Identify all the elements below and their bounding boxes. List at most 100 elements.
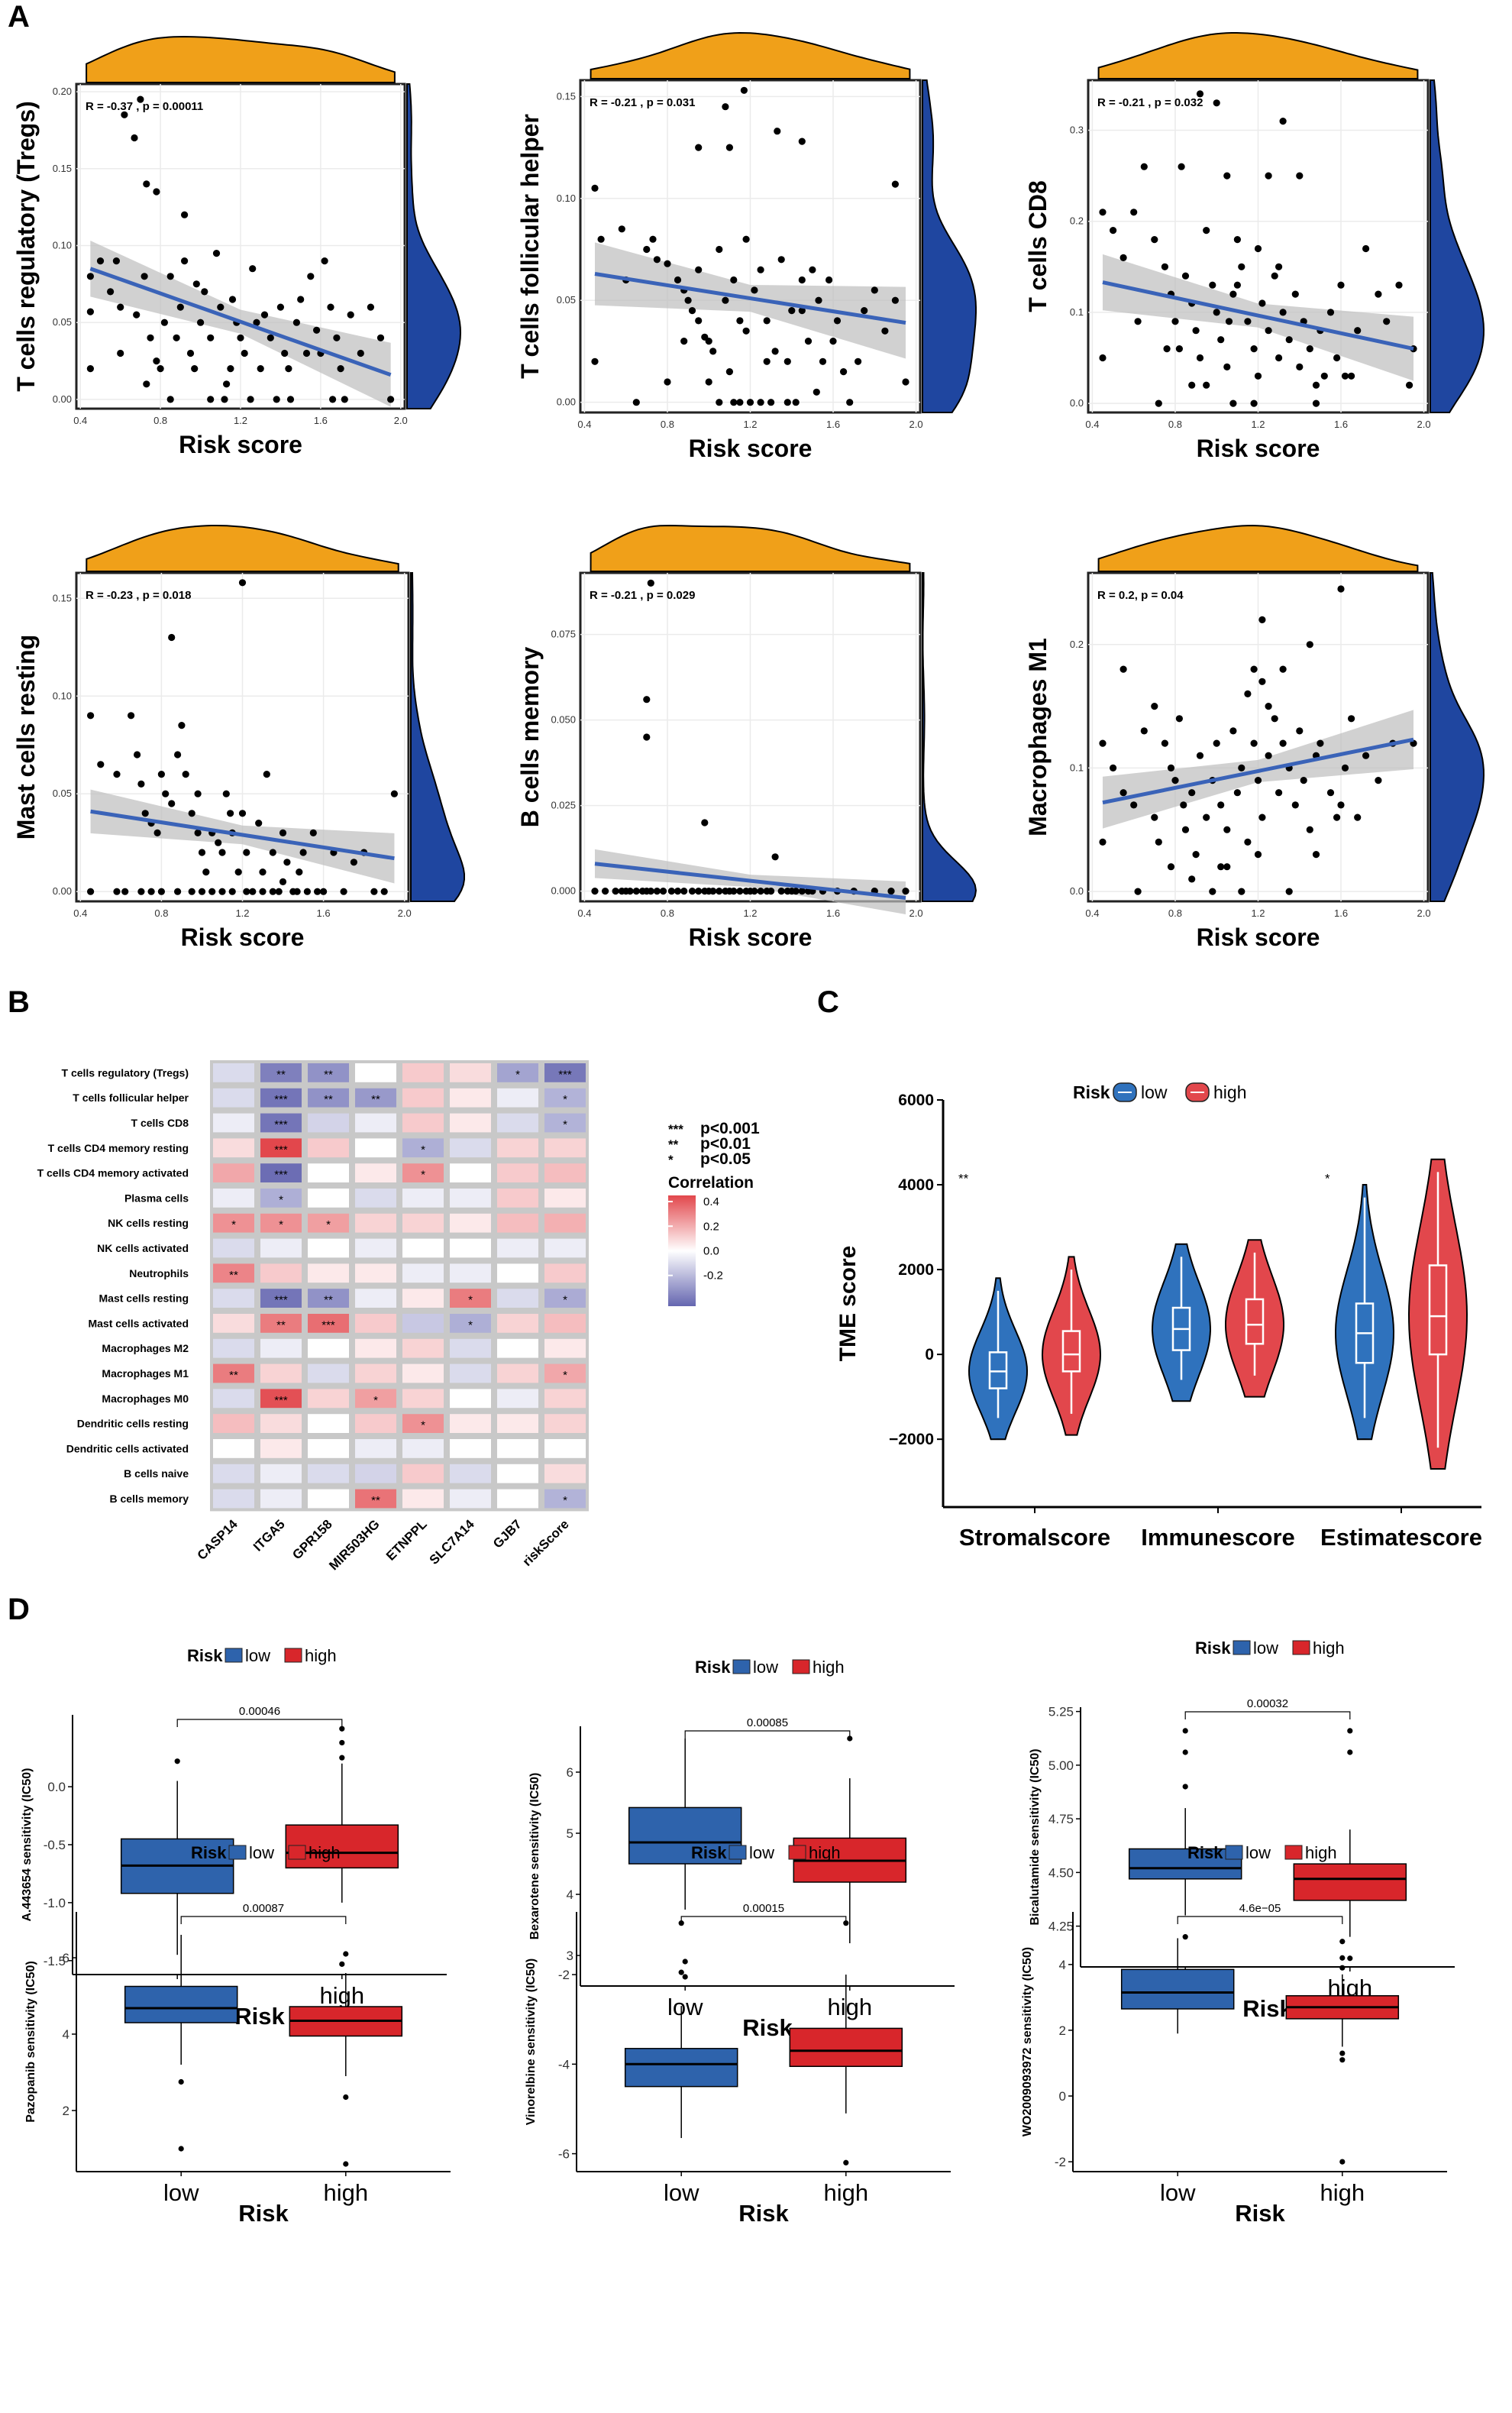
row-label: NK cells activated xyxy=(97,1242,189,1254)
y-tick-label: 4.25 xyxy=(1048,1920,1074,1934)
heatmap-cell xyxy=(497,1464,538,1483)
data-point xyxy=(1181,272,1190,280)
heatmap-cell xyxy=(308,1138,349,1158)
significance-stars: * xyxy=(563,1294,567,1307)
data-point xyxy=(176,303,184,311)
y-tick-label: 0.10 xyxy=(53,239,72,251)
data-point xyxy=(174,751,182,759)
data-point xyxy=(730,276,738,284)
regression-line xyxy=(1102,737,1414,805)
pvalue-label: 0.00087 xyxy=(243,1902,284,1915)
heatmap-cell xyxy=(213,1238,254,1258)
heatmap-cell xyxy=(308,1263,349,1283)
y-tick-label: 6000 xyxy=(898,1092,934,1109)
data-point xyxy=(1229,399,1237,407)
outlier-point xyxy=(1339,2050,1346,2056)
data-point xyxy=(701,819,709,826)
data-point xyxy=(223,380,231,388)
data-point xyxy=(1296,363,1304,370)
scatter-plot-3: 0.4 0.8 1.2 1.6 2.0 0.0 0.1 0.2 0.3 R = -0.21 , p… xyxy=(1024,32,1485,462)
heatmap-cell xyxy=(260,1138,302,1158)
data-point xyxy=(855,357,862,365)
x-tick-label: 1.2 xyxy=(743,907,757,919)
data-point xyxy=(1300,777,1307,784)
data-point xyxy=(228,888,236,895)
legend-label-low: low xyxy=(249,1843,274,1862)
heatmap-cell xyxy=(497,1113,538,1133)
x-axis-title: Risk score xyxy=(689,923,813,951)
heatmap-cell xyxy=(308,1489,349,1509)
data-point xyxy=(166,273,174,280)
significance-stars: * xyxy=(326,1218,331,1231)
heatmap-cell xyxy=(355,1314,396,1333)
significance-stars: * xyxy=(563,1369,567,1382)
data-point xyxy=(1196,752,1204,759)
x-axis-title: Risk score xyxy=(1197,923,1320,951)
data-point xyxy=(157,365,164,373)
data-point xyxy=(1306,345,1313,353)
data-point xyxy=(201,288,208,296)
data-point xyxy=(275,888,283,895)
heatmap-cell xyxy=(355,1389,396,1409)
y-axis-title: B cells memory xyxy=(516,647,544,828)
data-point xyxy=(376,334,385,341)
data-point xyxy=(1134,888,1142,895)
data-point xyxy=(643,696,651,704)
data-point xyxy=(1099,838,1107,846)
heatmap-cell xyxy=(260,1238,302,1258)
y-axis-title: Vinorelbine sensitivity (IC50) xyxy=(525,1959,538,2125)
y-axis-title: T cells regulatory (Tregs) xyxy=(12,101,40,392)
data-point xyxy=(1238,764,1245,772)
panel-b-heatmap: ** ** * ***T cells regulatory (Tregs)*** ** *… xyxy=(37,1060,760,1574)
data-point xyxy=(659,888,667,895)
panel-label-d: D xyxy=(8,1593,30,1626)
heatmap-cell xyxy=(355,1238,396,1258)
x-tick-label: 2.0 xyxy=(909,907,923,919)
data-point xyxy=(1110,227,1117,235)
heatmap-cell xyxy=(308,1088,349,1108)
data-point xyxy=(809,266,816,273)
data-point xyxy=(168,800,176,807)
heatmap-cell xyxy=(497,1289,538,1308)
heatmap-cell xyxy=(450,1439,491,1458)
heatmap-cell xyxy=(450,1489,491,1509)
data-point xyxy=(1238,263,1245,270)
data-point xyxy=(128,712,135,720)
data-point xyxy=(234,868,242,876)
data-point xyxy=(1196,354,1204,362)
y-tick-label: 0.025 xyxy=(551,800,576,811)
y-tick-label: 4000 xyxy=(898,1176,934,1194)
significance-stars: *** xyxy=(558,1068,572,1081)
data-point xyxy=(302,349,311,357)
data-point xyxy=(688,888,696,895)
data-point xyxy=(1250,345,1258,353)
legend-title: Risk xyxy=(1195,1638,1231,1658)
heatmap-cell xyxy=(450,1314,491,1333)
data-point xyxy=(846,399,854,406)
colorbar-tick-label: 0.4 xyxy=(703,1195,719,1208)
data-point xyxy=(736,399,744,406)
x-axis-title: Risk xyxy=(742,2014,793,2041)
significance-stars: ** xyxy=(276,1318,286,1331)
data-point xyxy=(367,303,374,311)
y-tick-label: 0.00 xyxy=(557,396,576,408)
data-point xyxy=(722,103,729,111)
column-label: ETNPPL xyxy=(383,1517,430,1564)
outlier-point xyxy=(343,1951,349,1957)
data-point xyxy=(1306,826,1313,833)
data-point xyxy=(1337,585,1345,593)
panel-label-b: B xyxy=(8,985,30,1019)
y-tick-label: 6 xyxy=(567,1765,573,1780)
data-point xyxy=(757,399,764,406)
data-point xyxy=(1188,789,1196,797)
legend-key-high xyxy=(792,1659,810,1674)
data-point xyxy=(208,888,216,895)
data-point xyxy=(871,286,878,294)
y-tick-label: 0.000 xyxy=(551,885,576,897)
column-label: MIR503HG xyxy=(326,1517,383,1574)
y-tick-label: 0.10 xyxy=(557,192,576,204)
heatmap-cell xyxy=(260,1314,302,1333)
data-point xyxy=(684,296,692,304)
heatmap-cell xyxy=(260,1063,302,1082)
legend-label-low: low xyxy=(1245,1843,1271,1862)
